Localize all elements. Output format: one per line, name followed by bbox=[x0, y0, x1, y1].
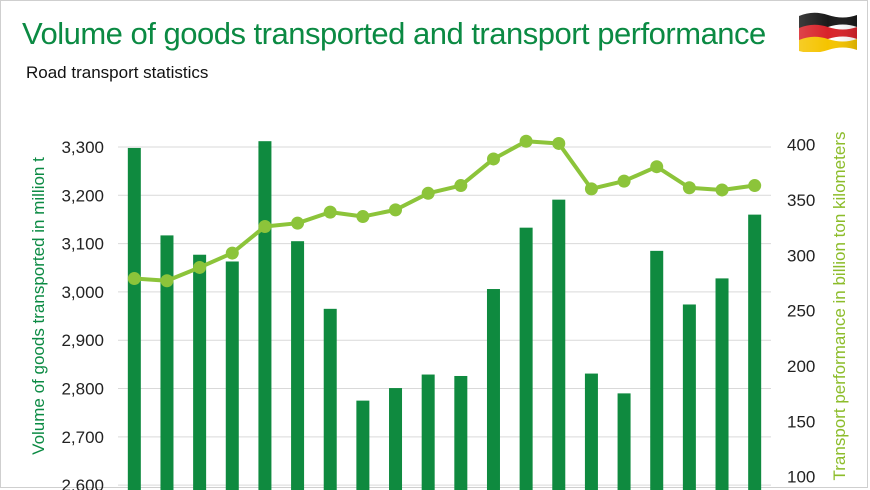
bar bbox=[617, 393, 631, 490]
line-point bbox=[356, 210, 370, 224]
bar bbox=[486, 289, 500, 490]
left-tick-label: 2,900 bbox=[61, 331, 104, 350]
chart-subtitle: Road transport statistics bbox=[26, 63, 209, 82]
line-point bbox=[552, 136, 566, 150]
left-tick-label: 2,800 bbox=[61, 380, 104, 399]
line-point bbox=[225, 246, 239, 260]
bar bbox=[225, 261, 239, 490]
bar bbox=[584, 373, 598, 490]
bar bbox=[748, 214, 762, 490]
bar bbox=[519, 227, 533, 490]
line-point bbox=[193, 260, 207, 274]
right-axis-label: Transport performance in billion ton kil… bbox=[830, 132, 849, 481]
line-point bbox=[748, 179, 762, 193]
line-point bbox=[323, 205, 337, 219]
bar-series bbox=[127, 141, 762, 490]
left-axis-label: Volume of goods transported in million t bbox=[29, 157, 48, 455]
line-point bbox=[127, 272, 141, 286]
right-tick-label: 100 bbox=[787, 468, 815, 487]
line-point bbox=[160, 274, 174, 288]
line-point bbox=[584, 182, 598, 196]
bar bbox=[291, 241, 305, 490]
line-point bbox=[486, 152, 500, 166]
right-tick-label: 400 bbox=[787, 136, 815, 155]
bar bbox=[650, 250, 664, 490]
bar bbox=[552, 199, 566, 490]
germany-flag-icon bbox=[799, 12, 857, 52]
bar bbox=[715, 278, 729, 490]
left-tick-label: 3,200 bbox=[61, 186, 104, 205]
bar bbox=[258, 141, 272, 490]
right-tick-label: 150 bbox=[787, 412, 815, 431]
left-tick-label: 2,600 bbox=[61, 476, 104, 490]
line-point bbox=[682, 181, 696, 195]
line-point bbox=[421, 186, 435, 200]
left-tick-label: 3,100 bbox=[61, 235, 104, 254]
line-point bbox=[519, 134, 533, 148]
bar bbox=[421, 374, 435, 490]
right-tick-label: 250 bbox=[787, 302, 815, 321]
bar bbox=[127, 147, 141, 490]
line-point bbox=[291, 216, 305, 230]
bar bbox=[356, 400, 370, 490]
right-tick-label: 200 bbox=[787, 357, 815, 376]
right-axis-ticks: 400 350 300 250 200 150 100 bbox=[787, 136, 815, 487]
left-tick-label: 3,300 bbox=[61, 138, 104, 157]
bar bbox=[389, 388, 403, 490]
line-point bbox=[454, 179, 468, 193]
line-point bbox=[650, 160, 664, 174]
bar bbox=[682, 304, 696, 490]
left-tick-label: 3,000 bbox=[61, 283, 104, 302]
bar bbox=[160, 235, 174, 490]
bar bbox=[193, 254, 207, 490]
left-tick-label: 2,700 bbox=[61, 428, 104, 447]
line-point bbox=[389, 203, 403, 217]
line-point bbox=[617, 174, 631, 188]
bar bbox=[323, 308, 337, 490]
line-point bbox=[258, 220, 272, 233]
chart-title: Volume of goods transported and transpor… bbox=[22, 16, 766, 51]
bar bbox=[454, 375, 468, 490]
left-axis-ticks: 3,300 3,200 3,100 3,000 2,900 2,800 2,700 2,600 bbox=[61, 138, 104, 490]
right-tick-label: 350 bbox=[787, 191, 815, 210]
line-series bbox=[127, 134, 762, 288]
line-point bbox=[715, 183, 729, 197]
grid-lines bbox=[118, 146, 771, 486]
right-tick-label: 300 bbox=[787, 246, 815, 265]
